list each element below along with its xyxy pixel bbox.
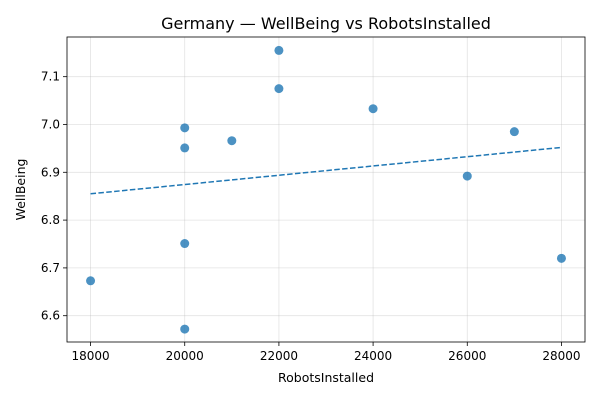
data-point [462,171,472,181]
grid-lines [67,37,585,342]
data-point [180,123,190,133]
x-axis-ticks: 18000 20000 22000 24000 26000 28000 [71,342,581,363]
trend-line [90,146,562,195]
y-tick-label: 6.9 [41,165,60,179]
data-points [86,45,566,334]
data-point [180,239,190,249]
y-axis-label: WellBeing [13,159,28,221]
data-point [556,253,566,263]
y-tick-label: 7.1 [41,70,60,84]
y-tick-label: 6.6 [41,309,60,323]
x-tick-label: 24000 [354,349,392,363]
data-point [86,276,96,286]
data-point [227,136,237,146]
data-point [180,143,190,153]
x-tick-label: 22000 [260,349,298,363]
x-tick-label: 20000 [166,349,204,363]
data-point [180,324,190,334]
data-point [368,104,378,114]
trend-line-layer [90,146,562,195]
x-tick-label: 28000 [542,349,580,363]
data-point [509,127,519,137]
y-axis-ticks: 6.6 6.7 6.8 6.9 7.0 7.1 [41,70,67,323]
data-point [274,45,284,55]
plot-frame [66,36,586,343]
y-tick-label: 7.0 [41,117,60,131]
y-tick-label: 6.7 [41,261,60,275]
x-tick-label: 18000 [71,349,109,363]
data-point [274,84,284,94]
x-tick-label: 26000 [448,349,486,363]
x-axis-label: RobotsInstalled [278,370,374,385]
y-tick-label: 6.8 [41,213,60,227]
chart-title: Germany — WellBeing vs RobotsInstalled [161,14,491,33]
